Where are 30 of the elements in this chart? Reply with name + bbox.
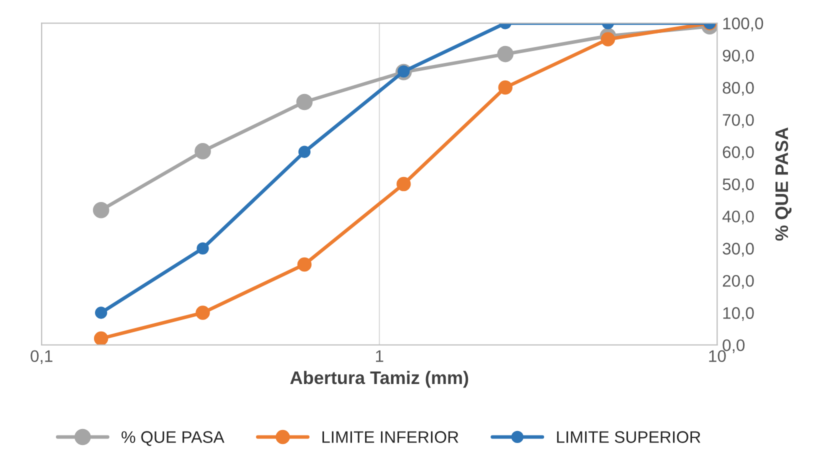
legend-label: LIMITE INFERIOR <box>322 431 458 443</box>
y-tick-label: 20,0 <box>722 274 754 289</box>
y-tick-label: 40,0 <box>722 210 754 224</box>
point <box>498 80 512 95</box>
point <box>196 306 210 320</box>
y-tick-label: 10,0 <box>723 307 754 321</box>
x-tick-label: 1 <box>376 350 384 362</box>
point <box>497 46 514 62</box>
x-axis-title: Abertura Tamiz (mm) <box>290 370 468 388</box>
y-tick-label: 30,0 <box>722 242 754 257</box>
y-tick-label: 60,0 <box>722 146 754 160</box>
y-tick-label: 70,0 <box>722 114 754 128</box>
y-tick-label: 90,0 <box>722 50 754 64</box>
point <box>296 94 313 110</box>
point <box>194 143 211 160</box>
x-tick-label: 0,1 <box>30 350 52 364</box>
legend-label: LIMITE SUPERIOR <box>557 431 700 443</box>
point <box>297 257 312 272</box>
point <box>298 146 311 158</box>
y-tick-label: 100,0 <box>723 18 764 32</box>
point <box>92 202 110 218</box>
point <box>94 331 108 345</box>
point <box>600 32 616 46</box>
point <box>396 176 411 192</box>
legend-label: % QUE PASA <box>122 431 224 446</box>
y-tick-label: 80,0 <box>722 82 754 96</box>
y-axis-title: % QUE PASA <box>775 128 792 241</box>
point <box>196 242 209 254</box>
point <box>95 306 108 319</box>
y-tick-label: 50,0 <box>722 178 754 192</box>
